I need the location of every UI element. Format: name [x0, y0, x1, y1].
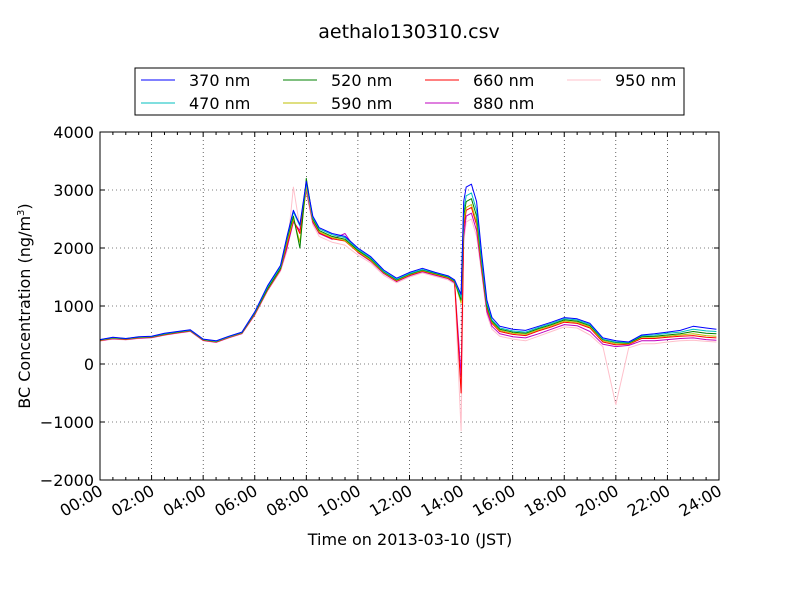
- x-tick-label: 08:00: [263, 481, 312, 521]
- legend-label: 950 nm: [615, 71, 676, 90]
- x-tick-label: 24:00: [676, 481, 725, 521]
- x-tick-label: 22:00: [624, 481, 673, 521]
- legend-label: 660 nm: [473, 71, 534, 90]
- x-tick-label: 04:00: [160, 481, 209, 521]
- series-line-370-nm: [99, 180, 717, 343]
- y-axis-label-close: ): [15, 203, 34, 209]
- series-lines: [99, 177, 717, 432]
- legend-label: 470 nm: [189, 94, 250, 113]
- grid-lines: [100, 132, 719, 480]
- y-axis-label: BC Concentration (ng/m3): [15, 203, 34, 408]
- x-tick-label: 14:00: [418, 481, 467, 521]
- y-tick-label: 0: [84, 355, 94, 374]
- x-tick-label: 12:00: [366, 481, 415, 521]
- series-line-660-nm: [99, 183, 717, 394]
- series-line-590-nm: [99, 186, 717, 345]
- y-tick-label: 3000: [53, 181, 94, 200]
- axis-ticks: 00:00 02:00 04:00 06:00 08:00 10:00 12:00 14:00…: [40, 123, 725, 521]
- series-line-950-nm: [99, 186, 717, 432]
- x-axis-label: Time on 2013-03-10 (JST): [307, 530, 512, 549]
- y-tick-label: 4000: [53, 123, 94, 142]
- x-tick-label: 10:00: [314, 481, 363, 521]
- x-tick-label: 20:00: [572, 481, 621, 521]
- y-axis-label-main: BC Concentration (ng/m: [15, 216, 34, 409]
- legend-label: 590 nm: [331, 94, 392, 113]
- legend-label: 370 nm: [189, 71, 250, 90]
- x-tick-label: 02:00: [108, 481, 157, 521]
- legend-label: 520 nm: [331, 71, 392, 90]
- x-tick-label: 16:00: [469, 481, 518, 521]
- y-tick-label: 1000: [53, 297, 94, 316]
- series-line-520-nm: [99, 177, 717, 344]
- x-tick-label: 18:00: [521, 481, 570, 521]
- chart-title: aethalo130310.csv: [318, 21, 500, 43]
- legend: 370 nm 470 nm 520 nm 590 nm 660 nm 880 nm 950 …: [141, 71, 676, 113]
- y-tick-label: 2000: [53, 239, 94, 258]
- y-tick-label: −1000: [40, 413, 94, 432]
- y-axis-label-sup: 3: [16, 210, 27, 216]
- y-tick-label: −2000: [40, 471, 94, 490]
- legend-box: [134, 67, 685, 116]
- series-line-880-nm: [99, 189, 717, 377]
- legend-label: 880 nm: [473, 94, 534, 113]
- x-tick-label: 06:00: [211, 481, 260, 521]
- series-line-470-nm: [99, 182, 717, 343]
